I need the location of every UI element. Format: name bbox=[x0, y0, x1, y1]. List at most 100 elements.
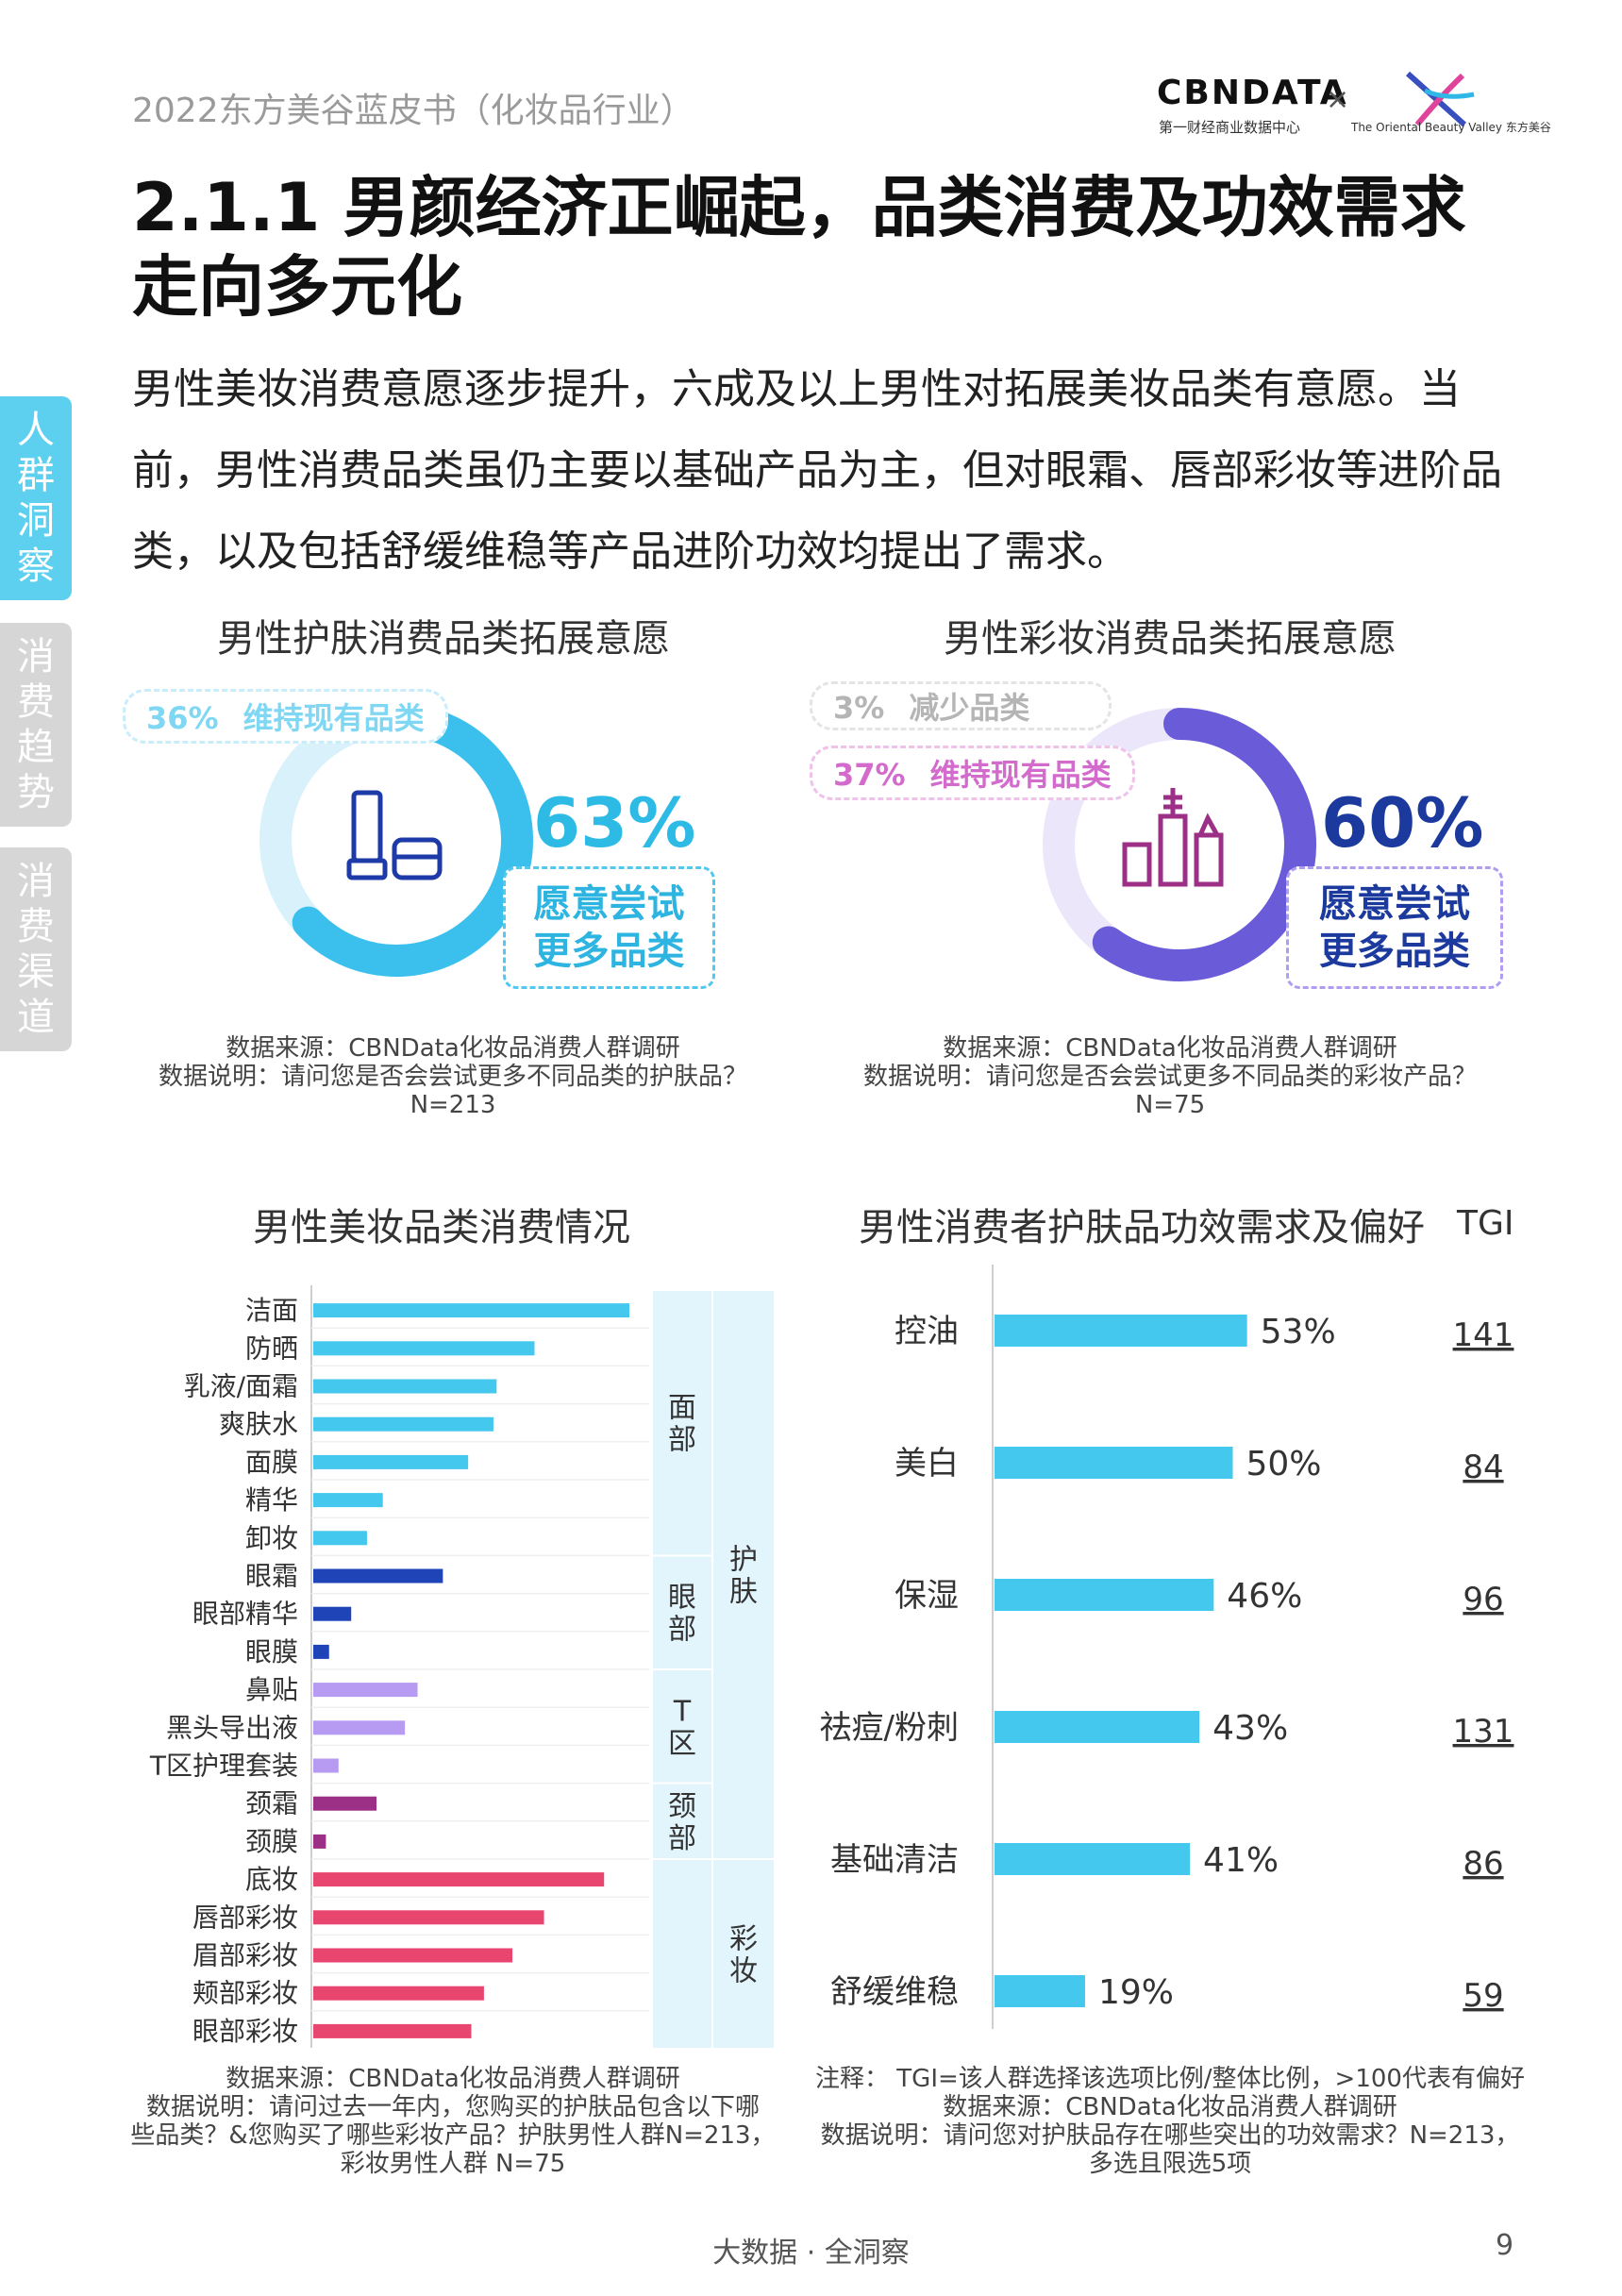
group-panel-inner bbox=[653, 1556, 711, 1668]
group-panel-inner bbox=[653, 1670, 711, 1783]
side-tab-consumption-trend[interactable]: 消费趋势 bbox=[0, 623, 72, 827]
side-tab-consumption-channel[interactable]: 消费渠道 bbox=[0, 847, 72, 1051]
efficacy-value: 46% bbox=[1227, 1577, 1302, 1616]
cbndata-logo: CBNDATA bbox=[1157, 74, 1348, 112]
efficacy-bar bbox=[995, 1975, 1085, 2007]
makeup-icon bbox=[1122, 788, 1224, 887]
category-label: 防晒 bbox=[245, 1332, 298, 1364]
page-title: 2.1.1 男颜经济正崛起，品类消费及功效需求走向多元化 bbox=[132, 169, 1466, 326]
category-bar bbox=[313, 1303, 629, 1318]
oriental-beauty-valley-logo bbox=[1405, 71, 1475, 127]
group-label-outer: 护肤 bbox=[729, 1544, 758, 1609]
group-label-inner: 面部 bbox=[668, 1392, 696, 1457]
category-bar bbox=[313, 1910, 544, 1925]
group-panel-inner bbox=[653, 1860, 711, 2048]
group-label-outer: 彩妆 bbox=[729, 1923, 758, 1988]
page-number: 9 bbox=[1496, 2229, 1514, 2262]
tgi-header: TGI bbox=[1457, 1204, 1514, 1243]
category-bar bbox=[313, 1683, 418, 1698]
tgi-value: 84 bbox=[1463, 1449, 1503, 1486]
cbndata-logo-subtitle: 第一财经商业数据中心 bbox=[1159, 119, 1301, 136]
efficacy-value: 50% bbox=[1246, 1445, 1322, 1483]
group-label-inner: 颈部 bbox=[668, 1790, 696, 1855]
category-bar bbox=[313, 1834, 326, 1849]
category-label: 唇部彩妆 bbox=[192, 1902, 298, 1933]
category-bar bbox=[313, 1948, 513, 1963]
category-label: 面膜 bbox=[245, 1447, 298, 1478]
category-label: 眼部彩妆 bbox=[192, 2016, 298, 2047]
efficacy-demand-title: 男性消费者护肤品功效需求及偏好 bbox=[859, 1206, 1425, 1249]
efficacy-bar bbox=[995, 1711, 1200, 1743]
efficacy-demand-source: 注释： TGI=该人群选择该选项比例/整体比例，>100代表有偏好 数据来源：C… bbox=[815, 2065, 1525, 2178]
report-title: 2022东方美谷蓝皮书（化妆品行业） bbox=[132, 92, 694, 130]
intro-text: 男性美妆消费意愿逐步提升，六成及以上男性对拓展美妆品类有意愿。当前，男性消费品类… bbox=[132, 365, 1502, 576]
category-bar bbox=[313, 1986, 484, 2001]
efficacy-label: 控油 bbox=[895, 1313, 959, 1350]
efficacy-value: 19% bbox=[1098, 1973, 1174, 2012]
tgi-value: 131 bbox=[1453, 1713, 1514, 1751]
category-bar bbox=[313, 1796, 376, 1811]
makeup-willing-pct: 60% bbox=[1321, 783, 1484, 863]
group-panel-outer bbox=[713, 1860, 774, 2048]
efficacy-value: 43% bbox=[1212, 1709, 1288, 1748]
efficacy-label: 美白 bbox=[895, 1445, 959, 1483]
category-label: 黑头导出液 bbox=[166, 1712, 298, 1743]
category-consumption-source: 数据来源：CBNData化妆品消费人群调研 数据说明：请问过去一年内，您购买的护… bbox=[130, 2065, 776, 2178]
category-label: 底妆 bbox=[245, 1864, 298, 1895]
category-label: 眼霜 bbox=[245, 1561, 298, 1592]
category-bar bbox=[313, 1720, 406, 1735]
category-bar bbox=[313, 1454, 469, 1469]
footer-tagline: 大数据 · 全洞察 bbox=[712, 2237, 910, 2270]
category-consumption-chart: 面部 眼部 T 区颈部 护肤 彩妆 洁面 防晒 乳液/面霜 爽肤水 面膜 精华 卸妆 眼霜 眼部精华 眼膜 鼻贴… bbox=[94, 1274, 793, 2050]
skincare-expansion-source: 数据来源：CBNData化妆品消费人群调研 数据说明：请问您是否会尝试更多不同品… bbox=[158, 1034, 747, 1119]
efficacy-demand-chart: 控油 53% 141 美白 50% 84 保湿 46% 96 祛痘/粉刺 43% 131 基础清洁 41%… bbox=[793, 1265, 1529, 2057]
makeup-reduce-pill: 3% 减少品类 bbox=[810, 681, 1112, 730]
efficacy-label: 基础清洁 bbox=[830, 1841, 959, 1879]
category-label: 鼻贴 bbox=[245, 1674, 298, 1705]
category-bar bbox=[313, 1531, 367, 1546]
category-bar bbox=[313, 1644, 329, 1659]
group-panel-inner bbox=[653, 1291, 711, 1555]
efficacy-bars-svg: 控油 53% 141 美白 50% 84 保湿 46% 96 祛痘/粉刺 43% 131 基础清洁 41%… bbox=[820, 1265, 1514, 2029]
category-label: 眼部精华 bbox=[192, 1599, 298, 1630]
oriental-beauty-valley-logo-text: The Oriental Beauty Valley 东方美谷 bbox=[1351, 121, 1551, 134]
group-panel-outer bbox=[713, 1291, 774, 1858]
skincare-willing-pct: 63% bbox=[533, 783, 696, 863]
tgi-value: 59 bbox=[1463, 1977, 1503, 2015]
group-panel-inner bbox=[653, 1784, 711, 1858]
category-bar bbox=[313, 1341, 535, 1356]
category-bar bbox=[313, 1568, 443, 1584]
side-tab-crowd-insight[interactable]: 人群洞察 bbox=[0, 396, 72, 600]
category-label: 精华 bbox=[245, 1484, 298, 1516]
group-label-inner: 眼部 bbox=[668, 1582, 696, 1647]
skincare-keep-pill: 36% 维持现有品类 bbox=[123, 689, 448, 744]
makeup-willing-callout: 愿意尝试 更多品类 bbox=[1286, 866, 1503, 989]
category-label: 颈膜 bbox=[245, 1826, 298, 1857]
makeup-expansion-source: 数据来源：CBNData化妆品消费人群调研 数据说明：请问您是否会尝试更多不同品… bbox=[862, 1034, 1477, 1119]
category-bar bbox=[313, 1758, 339, 1773]
tgi-value: 96 bbox=[1463, 1581, 1503, 1618]
skincare-willing-callout: 愿意尝试 更多品类 bbox=[503, 866, 715, 989]
efficacy-bar bbox=[995, 1579, 1214, 1611]
efficacy-bar bbox=[995, 1315, 1247, 1347]
efficacy-label: 祛痘/粉刺 bbox=[820, 1709, 959, 1747]
skincare-expansion-title: 男性护肤消费品类拓展意愿 bbox=[217, 617, 670, 661]
efficacy-value: 41% bbox=[1203, 1841, 1279, 1880]
category-label: 眉部彩妆 bbox=[192, 1940, 298, 1971]
logo-separator: × bbox=[1326, 83, 1350, 116]
category-bar bbox=[313, 1416, 493, 1432]
category-label: 爽肤水 bbox=[219, 1409, 298, 1440]
category-label: 乳液/面霜 bbox=[184, 1371, 298, 1402]
category-label: 卸妆 bbox=[245, 1522, 298, 1553]
efficacy-label: 保湿 bbox=[895, 1577, 959, 1615]
category-consumption-title: 男性美妆品类消费情况 bbox=[253, 1206, 630, 1249]
category-bar bbox=[313, 2023, 472, 2038]
category-bar bbox=[313, 1872, 605, 1887]
skincare-bottle-icon bbox=[346, 790, 443, 880]
category-label: 眼膜 bbox=[245, 1636, 298, 1668]
category-label: 颈霜 bbox=[245, 1788, 298, 1819]
efficacy-label: 舒缓维稳 bbox=[830, 1973, 959, 2011]
tgi-value: 141 bbox=[1453, 1316, 1514, 1354]
